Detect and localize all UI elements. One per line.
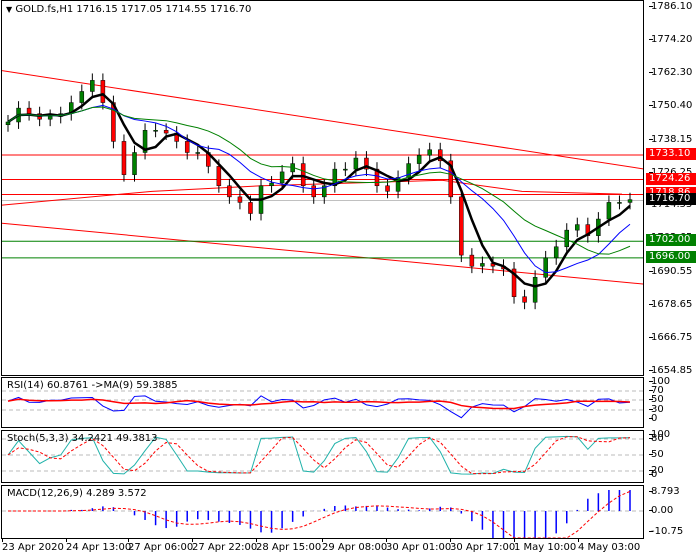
triangle-down-icon[interactable]: ▼ — [6, 5, 13, 14]
time-tick: 24 Apr 13:00 — [66, 538, 132, 553]
rsi-panel[interactable]: RSI(14) 60.8761 ->MA(9) 59.3885 — [1, 377, 644, 428]
indicator-tick: 50 — [649, 449, 664, 460]
indicator-tick: 70 — [649, 385, 664, 396]
price-tick: 1738.15 — [648, 133, 693, 145]
indicator-tick: 0 — [648, 413, 658, 424]
time-tick: 27 Apr 06:00 — [128, 538, 194, 553]
price-plot — [2, 70, 643, 310]
time-tick: 1 May 10:00 — [514, 538, 577, 553]
stoch-title: Stoch(5,3,3) 34.2421 49.3813 — [7, 433, 158, 444]
macd-plot — [2, 490, 643, 538]
rsi-title: RSI(14) 60.8761 ->MA(9) 59.3885 — [7, 380, 178, 391]
price-tick: 1666.75 — [648, 331, 693, 343]
indicator-tick: 0.00 — [648, 505, 674, 516]
price-chart-panel[interactable]: ▼ GOLD.fs,H1 1716.15 1717.05 1714.55 171… — [1, 0, 644, 376]
price-axis[interactable]: 1786.10 1774.20 1762.30 1750.40 1738.15 1726.… — [645, 0, 700, 376]
indicator-tick: 100 — [648, 376, 671, 387]
price-tick: 1750.40 — [648, 100, 693, 111]
stoch-axis: 100 80 50 20 0 — [645, 429, 700, 483]
price-level-tag: 1716.70 — [646, 193, 696, 206]
price-tick: 1786.10 — [648, 1, 693, 12]
indicator-tick: 80 — [649, 433, 664, 444]
time-tick: 29 Apr 08:00 — [322, 538, 388, 553]
indicator-tick: 8.793 — [649, 486, 680, 497]
indicator-tick: -10.75 — [648, 526, 684, 537]
time-tick: 27 Apr 22:00 — [192, 538, 258, 553]
price-level-tag: 1724.26 — [646, 172, 696, 185]
indicator-tick: 30 — [649, 404, 664, 415]
price-level-tag: 1733.10 — [646, 147, 696, 160]
time-tick: 28 Apr 15:00 — [256, 538, 322, 553]
indicator-tick: 100 — [648, 429, 671, 440]
macd-axis: 8.793 0.00 -10.75 — [645, 485, 700, 539]
stoch-panel[interactable]: Stoch(5,3,3) 34.2421 49.3813 — [1, 430, 644, 483]
price-tick: 1726.25 — [648, 167, 692, 178]
price-tick: 1690.55 — [648, 265, 693, 277]
indicator-tick: 0 — [648, 469, 658, 480]
indicator-tick: 20 — [649, 465, 664, 476]
price-tick: 1774.20 — [648, 34, 693, 45]
macd-title: MACD(12,26,9) 4.289 3.572 — [7, 488, 147, 499]
time-tick: 30 Apr 17:00 — [450, 538, 516, 553]
price-tick: 1654.85 — [648, 365, 693, 376]
stoch-plot — [2, 435, 643, 475]
indicator-tick: 50 — [649, 394, 664, 405]
rsi-plot — [2, 390, 643, 419]
price-level-tag: 1696.00 — [646, 250, 696, 263]
price-tick: 1678.65 — [648, 298, 693, 310]
time-tick: 30 Apr 01:00 — [386, 538, 452, 553]
price-level-tag: 1702.00 — [646, 234, 696, 247]
rsi-axis: 100 70 50 30 0 — [645, 376, 700, 428]
time-tick: 23 Apr 2020 — [2, 538, 64, 553]
time-tick: 4 May 03:00 — [578, 538, 641, 553]
symbol-title: ▼ GOLD.fs,H1 1716.15 1717.05 1714.55 171… — [6, 4, 252, 15]
macd-panel[interactable]: MACD(12,26,9) 4.289 3.572 — [1, 485, 644, 539]
price-tick: 1762.30 — [648, 67, 693, 78]
